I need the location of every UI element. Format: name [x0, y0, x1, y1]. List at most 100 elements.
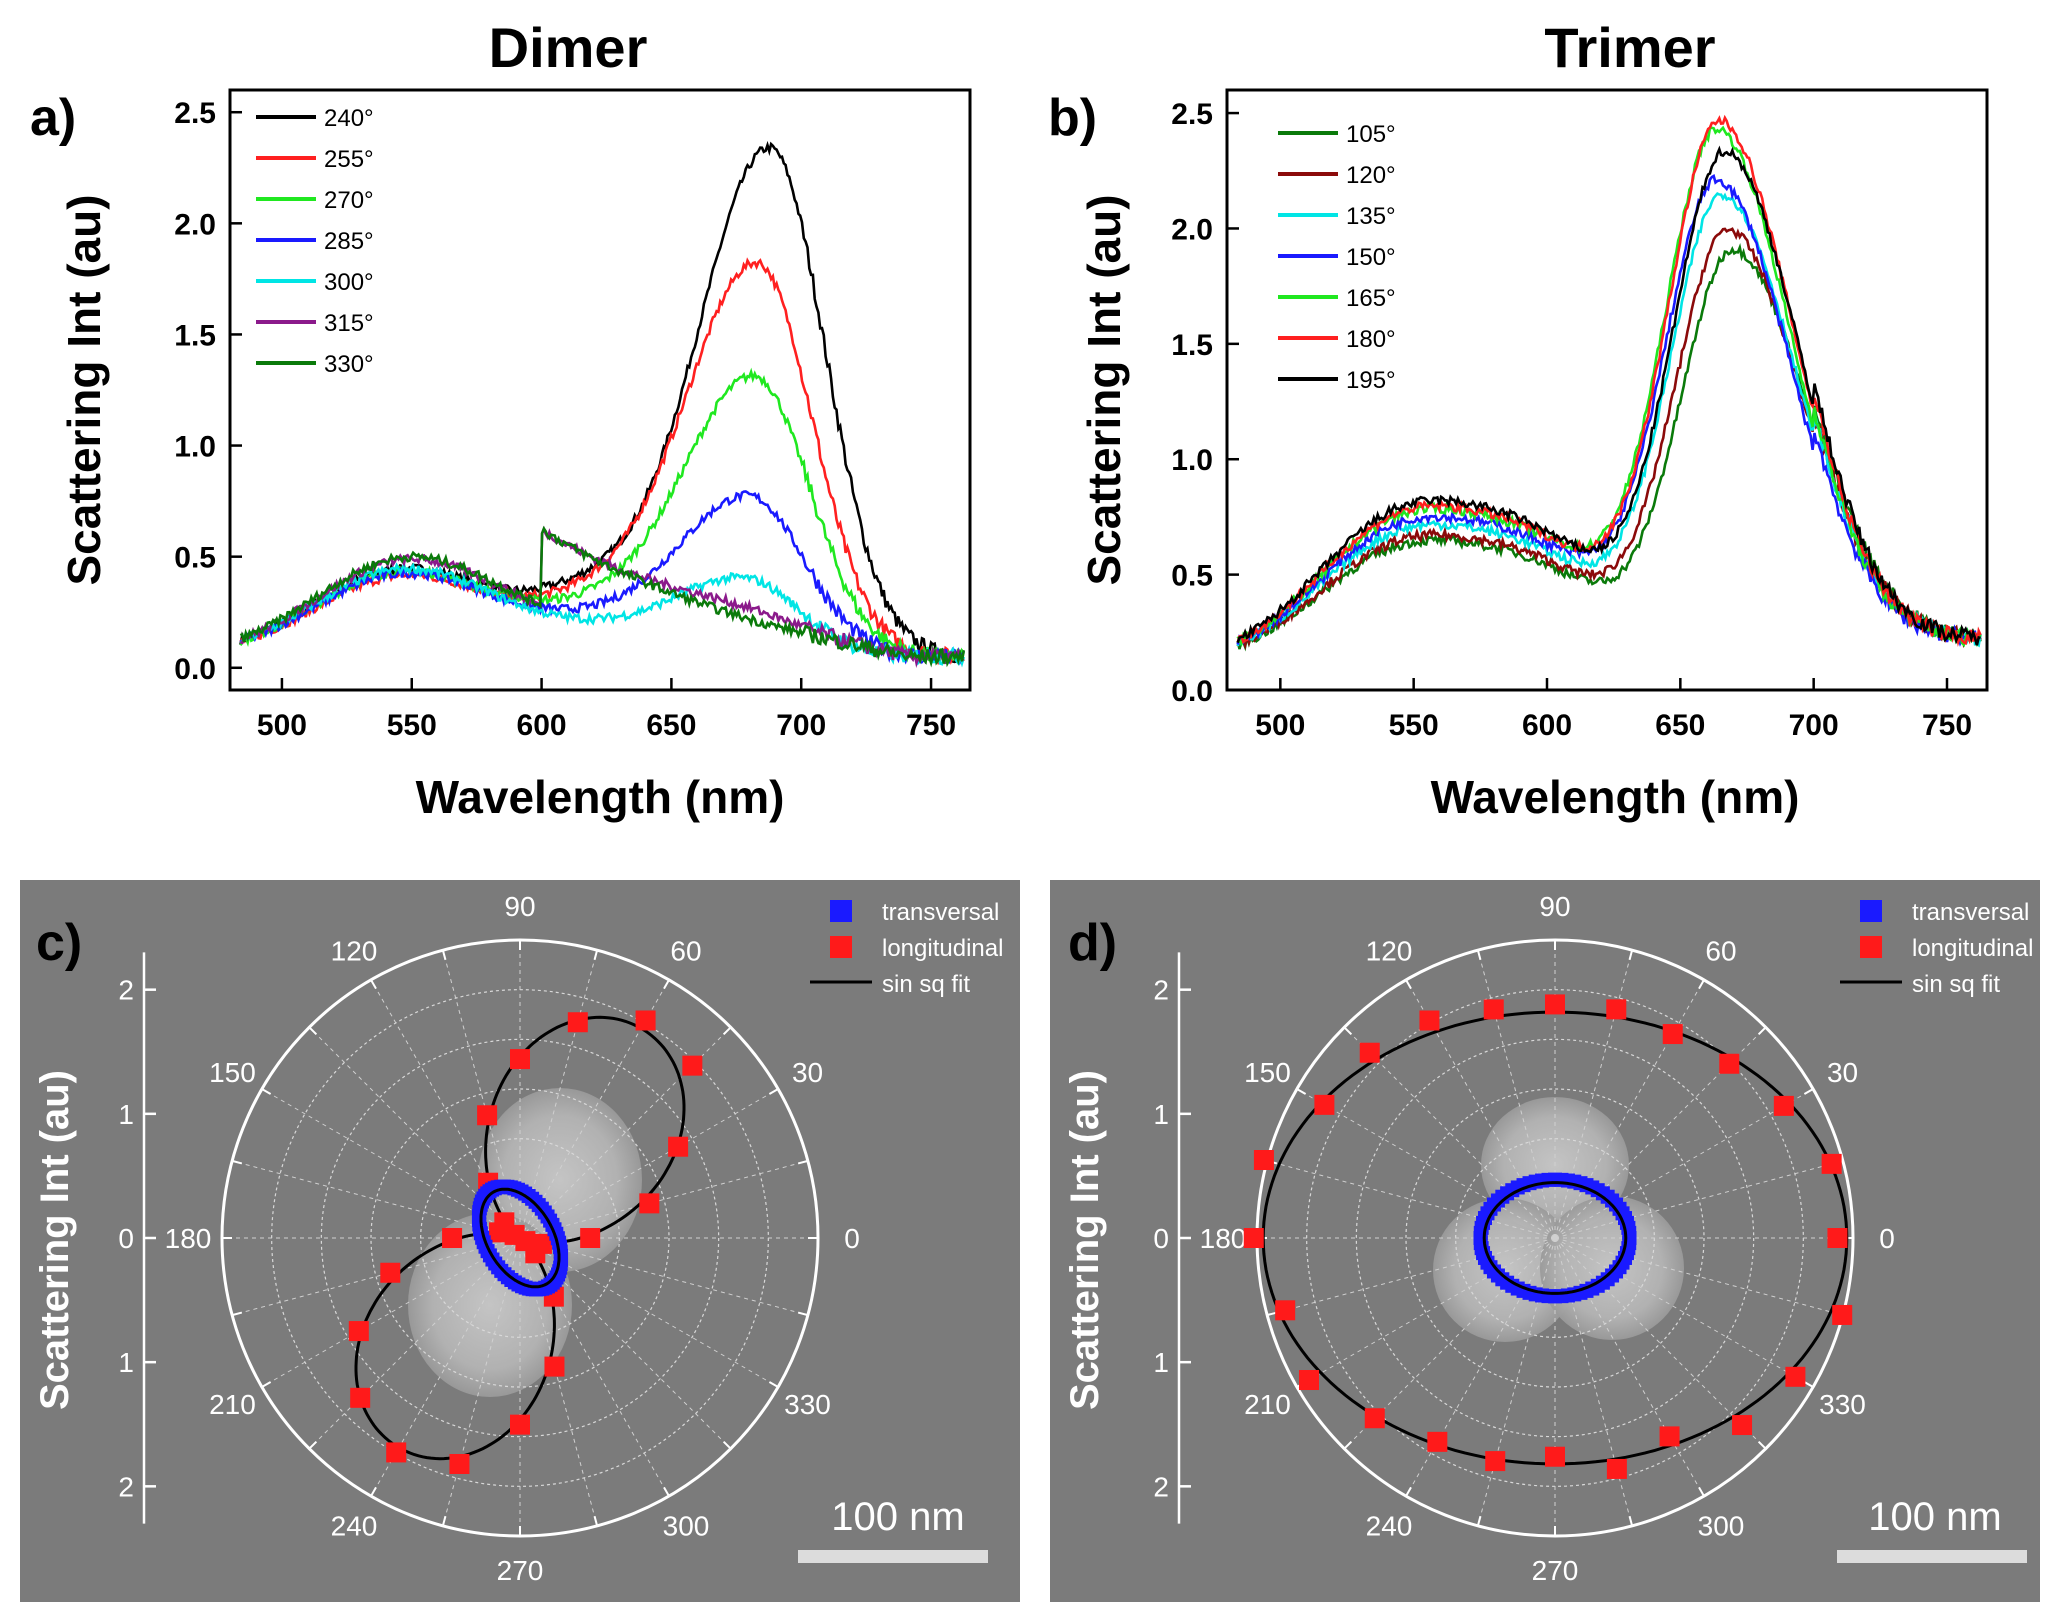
polar-angle-label: 60 [1705, 935, 1736, 966]
polar-legend-label: longitudinal [882, 935, 1003, 962]
longitudinal-marker [510, 1049, 530, 1070]
radial-tick-label: 1 [1153, 1099, 1169, 1130]
longitudinal-marker [510, 1414, 530, 1435]
panel-a-label: a) [30, 89, 76, 147]
polar-spoke [519, 1088, 779, 1239]
polar-angle-label: 30 [1827, 1057, 1858, 1088]
longitudinal-marker [544, 1356, 565, 1377]
panel-a: Dimer a) 500 550 600 650 700 750 0.0 0.5 1.0 1.5 2… [30, 16, 972, 823]
longitudinal-marker [1827, 1228, 1848, 1248]
polar-legend-label: sin sq fit [1912, 971, 2000, 998]
polar-angle-label: 270 [1532, 1555, 1579, 1586]
longitudinal-marker [635, 1010, 656, 1031]
legend-label: 315° [324, 310, 374, 337]
polar-angle-label: 240 [1366, 1511, 1413, 1542]
panel-b-ylabel: Scattering Int (au) [1078, 194, 1130, 585]
legend-label: 195° [1346, 367, 1396, 394]
y-tick-label: 2.5 [1171, 98, 1213, 131]
legend-label: 180° [1346, 326, 1396, 353]
longitudinal-marker [1275, 1300, 1296, 1321]
longitudinal-marker [477, 1105, 498, 1126]
series-line [1236, 125, 1982, 648]
x-tick-label: 700 [776, 709, 826, 742]
polar-tick [1803, 1088, 1814, 1095]
longitudinal-marker [1545, 1446, 1565, 1467]
polar-tick [797, 1159, 809, 1165]
polar-angle-label: 60 [670, 935, 701, 966]
y-tick-label: 0.0 [1171, 675, 1213, 708]
polar-tick [308, 1026, 318, 1036]
series-line [239, 140, 965, 664]
x-tick-label: 500 [257, 709, 307, 742]
panel-a-xlabel: Wavelength (nm) [416, 771, 785, 823]
polar-tick [1476, 1515, 1482, 1527]
polar-angle-label: 180 [165, 1223, 212, 1254]
polar-grid-circle [1355, 1038, 1755, 1438]
longitudinal-marker [531, 1233, 552, 1254]
polar-tick [441, 949, 447, 961]
longitudinal-marker [1662, 1024, 1683, 1045]
longitudinal-marker [442, 1228, 463, 1248]
radial-tick-label: 2 [1153, 975, 1169, 1006]
longitudinal-marker [1243, 1228, 1264, 1248]
longitudinal-marker [1659, 1426, 1680, 1447]
polar-tick [1803, 1381, 1814, 1388]
legend-label: 120° [1346, 162, 1396, 189]
panel-a-series [239, 140, 966, 669]
panel-d-legend: transversal longitudinal sin sq fit [1840, 899, 2033, 998]
panel-b-label: b) [1048, 89, 1097, 147]
polar-tick [1757, 1440, 1767, 1450]
radial-tick-label: 2 [118, 975, 134, 1006]
longitudinal-marker [639, 1193, 660, 1214]
panel-a-title: Dimer [489, 16, 648, 79]
longitudinal-marker [1785, 1366, 1806, 1387]
polar-tick [722, 1440, 732, 1450]
longitudinal-marker [489, 1222, 510, 1243]
polar-angle-label: 180 [1200, 1223, 1247, 1254]
panel-d-label: d) [1068, 914, 1117, 972]
legend-label: 240° [324, 105, 374, 132]
polar-angle-label: 150 [209, 1057, 256, 1088]
legend-marker-transversal [830, 900, 852, 922]
y-tick-label: 1.5 [1171, 329, 1213, 362]
longitudinal-marker [1821, 1153, 1842, 1174]
polar-tick [1698, 979, 1705, 990]
polar-angle-label: 120 [331, 935, 378, 966]
longitudinal-marker [1299, 1370, 1320, 1391]
x-tick-label: 750 [906, 709, 956, 742]
polar-angle-label: 330 [1819, 1389, 1866, 1420]
longitudinal-marker [449, 1453, 470, 1474]
longitudinal-marker [1359, 1042, 1380, 1063]
legend-label: 165° [1346, 285, 1396, 312]
y-tick-label: 1.0 [1171, 444, 1213, 477]
polar-angle-label: 300 [1698, 1511, 1745, 1542]
x-tick-label: 550 [387, 709, 437, 742]
panel-d-sem-particles [1433, 1097, 1684, 1342]
polar-legend-label: sin sq fit [882, 971, 970, 998]
polar-spoke [1296, 1088, 1556, 1239]
y-tick-label: 1.0 [174, 431, 216, 464]
series-line [239, 525, 966, 668]
polar-tick [1476, 949, 1482, 961]
polar-tick [1628, 1515, 1634, 1527]
radial-tick-label: 0 [118, 1223, 134, 1254]
panel-a-ticks: 500 550 600 650 700 750 0.0 0.5 1.0 1.5 2.0 2.5 [174, 97, 956, 742]
x-tick-label: 550 [1389, 709, 1439, 742]
panel-d-ylabel: Scattering Int (au) [1063, 1070, 1107, 1410]
longitudinal-marker [1832, 1304, 1853, 1325]
polar-spoke [1554, 1237, 1705, 1497]
legend-label: 300° [324, 269, 374, 296]
polar-tick [231, 1159, 243, 1165]
legend-marker-longitudinal [830, 936, 852, 958]
polar-tick [1343, 1026, 1353, 1036]
polar-tick [663, 979, 670, 990]
polar-spoke [1296, 1237, 1556, 1388]
legend-marker-longitudinal [1860, 936, 1882, 958]
polar-tick [1757, 1026, 1767, 1036]
polar-spoke [1477, 950, 1556, 1239]
panel-c-legend: transversal longitudinal sin sq fit [810, 899, 1003, 998]
polar-angle-label: 0 [1879, 1223, 1895, 1254]
x-tick-label: 700 [1789, 709, 1839, 742]
polar-tick [308, 1440, 318, 1450]
